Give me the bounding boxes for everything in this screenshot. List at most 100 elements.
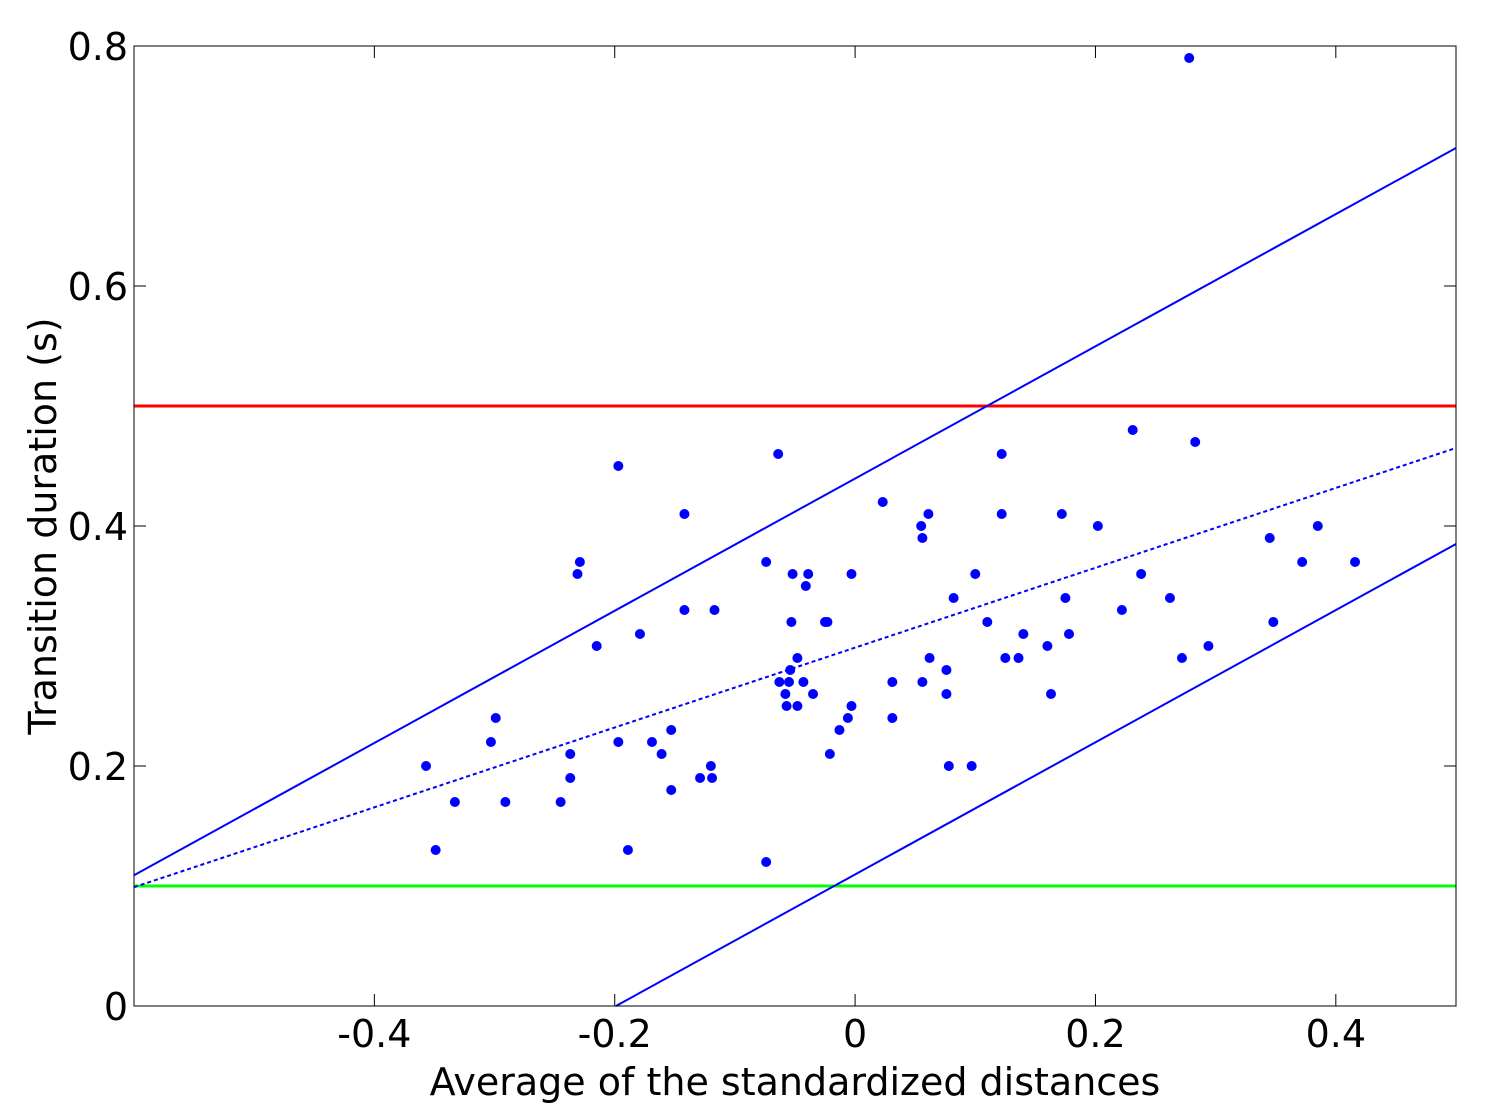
data-point — [1164, 593, 1175, 603]
y-axis-label: Transition duration (s) — [21, 317, 65, 735]
y-tick-label: 0.6 — [68, 265, 128, 309]
data-point — [1350, 557, 1361, 567]
data-point — [574, 557, 585, 567]
data-point — [707, 773, 718, 783]
data-point — [565, 749, 576, 759]
data-point — [565, 773, 576, 783]
data-point — [1127, 425, 1138, 435]
fit-line — [133, 447, 1457, 889]
data-point — [485, 737, 496, 747]
data-point — [786, 617, 797, 627]
data-point — [656, 749, 667, 759]
data-point — [917, 677, 928, 687]
data-point — [773, 449, 784, 459]
data-point — [877, 497, 888, 507]
data-point — [1092, 521, 1103, 531]
data-point — [781, 701, 792, 711]
data-point — [1136, 569, 1147, 579]
data-point — [761, 857, 772, 867]
y-tick-labels: 0 0.2 0.4 0.6 0.8 — [68, 25, 128, 1029]
data-point — [1176, 653, 1187, 663]
data-point — [966, 761, 977, 771]
data-point — [709, 605, 720, 615]
data-point — [1000, 653, 1011, 663]
data-point — [1297, 557, 1308, 567]
data-point — [646, 737, 657, 747]
data-point — [613, 737, 624, 747]
data-point — [834, 725, 845, 735]
data-point — [1042, 641, 1053, 651]
data-point — [916, 521, 927, 531]
data-point — [842, 713, 853, 723]
data-point — [996, 449, 1007, 459]
data-point — [1060, 593, 1071, 603]
data-point — [846, 569, 857, 579]
data-point — [785, 665, 796, 675]
data-point — [783, 677, 794, 687]
y-tick-label: 0 — [104, 985, 128, 1029]
data-point — [948, 593, 959, 603]
data-point — [792, 653, 803, 663]
x-tick-label: 0.2 — [1065, 1012, 1125, 1056]
data-point — [787, 569, 798, 579]
data-point — [705, 761, 716, 771]
data-point — [943, 761, 954, 771]
y-tick-label: 0.4 — [68, 505, 128, 549]
data-point — [970, 569, 981, 579]
data-point — [500, 797, 511, 807]
data-point — [761, 557, 772, 567]
data-point — [792, 701, 803, 711]
data-point — [982, 617, 993, 627]
x-tick-label: -0.4 — [337, 1012, 411, 1056]
data-point — [1203, 641, 1214, 651]
data-point — [1190, 437, 1201, 447]
data-point — [666, 725, 677, 735]
data-point — [1184, 53, 1195, 63]
x-tick-label: 0.4 — [1306, 1012, 1366, 1056]
data-point — [1013, 653, 1024, 663]
x-tick-labels: -0.4 -0.2 0 0.2 0.4 — [337, 1012, 1366, 1056]
data-point — [846, 701, 857, 711]
x-tick-label: 0 — [843, 1012, 867, 1056]
data-point — [780, 689, 791, 699]
data-point — [490, 713, 501, 723]
data-point — [996, 509, 1007, 519]
data-point — [824, 749, 835, 759]
data-point — [923, 509, 934, 519]
data-point — [1064, 629, 1075, 639]
data-point — [622, 845, 633, 855]
upper-bound-line — [133, 147, 1457, 877]
data-point — [421, 761, 432, 771]
fit-lines — [133, 147, 1457, 1007]
y-tick-label: 0.2 — [68, 745, 128, 789]
axis-ticks — [134, 45, 1456, 1007]
x-tick-label: -0.2 — [578, 1012, 652, 1056]
data-point — [430, 845, 441, 855]
data-point — [695, 773, 706, 783]
data-point — [887, 677, 898, 687]
data-point — [1116, 605, 1127, 615]
data-point — [941, 689, 952, 699]
data-points — [421, 53, 1361, 867]
data-point — [1312, 521, 1323, 531]
data-point — [808, 689, 819, 699]
data-point — [822, 617, 833, 627]
data-point — [924, 653, 935, 663]
lower-bound-line — [615, 543, 1457, 1007]
data-point — [917, 533, 928, 543]
threshold-lines — [134, 404, 1456, 888]
data-point — [679, 605, 690, 615]
data-point — [591, 641, 602, 651]
data-point — [449, 797, 460, 807]
data-point — [634, 629, 645, 639]
x-axis-label: Average of the standardized distances — [430, 1060, 1161, 1104]
data-point — [572, 569, 583, 579]
data-point — [666, 785, 677, 795]
data-point — [803, 569, 814, 579]
data-point — [798, 677, 809, 687]
data-point — [1056, 509, 1067, 519]
data-point — [1018, 629, 1029, 639]
data-point — [679, 509, 690, 519]
data-point — [774, 677, 785, 687]
